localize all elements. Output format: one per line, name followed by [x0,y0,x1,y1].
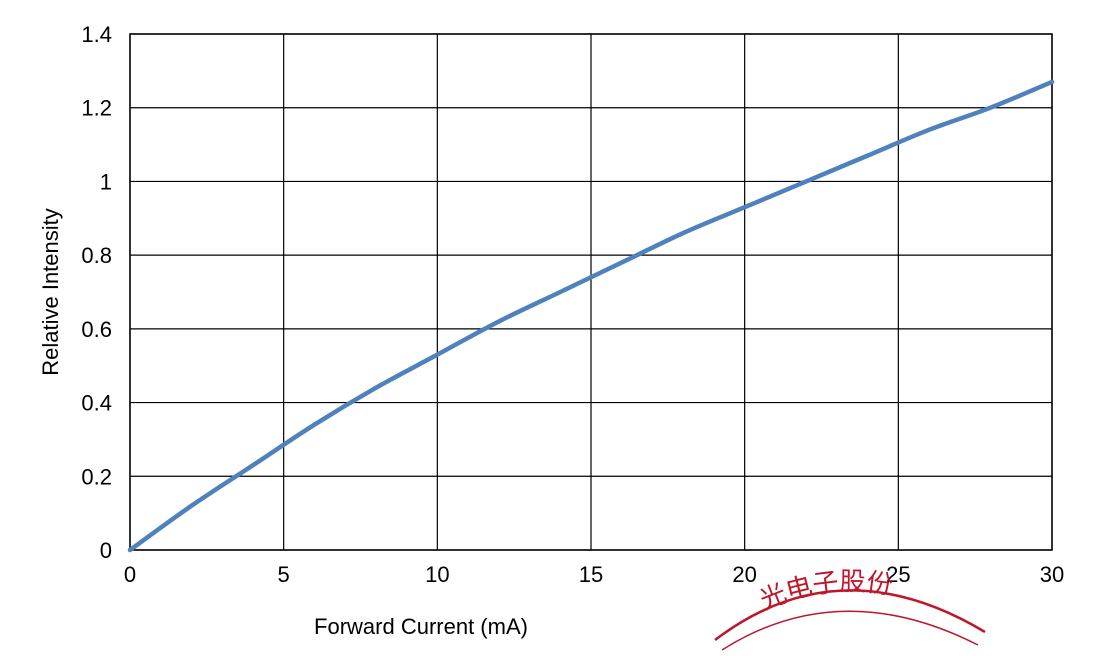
x-tick-label: 0 [124,562,136,587]
y-tick-label: 0.2 [81,464,112,489]
y-tick-label: 1.4 [81,22,112,47]
x-tick-label: 20 [732,562,756,587]
series-line [127,79,1055,553]
y-tick-label: 0.6 [81,317,112,342]
x-tick-label: 30 [1040,562,1064,587]
x-tick-label: 25 [886,562,910,587]
y-tick-label: 0 [100,538,112,563]
y-tick-label: 0.8 [81,243,112,268]
plot-frame [129,33,1053,551]
tick-labels: 0 5 10 15 20 25 30 0 0.2 0.4 0.6 0.8 1 1.2 1.4 [81,22,1064,587]
seal-inner-arc [721,610,979,651]
x-tick-label: 15 [579,562,603,587]
y-axis-title: Relative Intensity [38,208,63,376]
y-tick-label: 0.4 [81,391,112,416]
x-tick-label: 5 [278,562,290,587]
series-layer [127,79,1055,553]
x-axis-title: Forward Current (mA) [314,614,528,639]
seal-arc [714,589,986,641]
y-tick-label: 1 [100,169,112,194]
grid [129,33,1053,551]
y-tick-label: 1.2 [81,96,112,121]
x-tick-label: 10 [425,562,449,587]
